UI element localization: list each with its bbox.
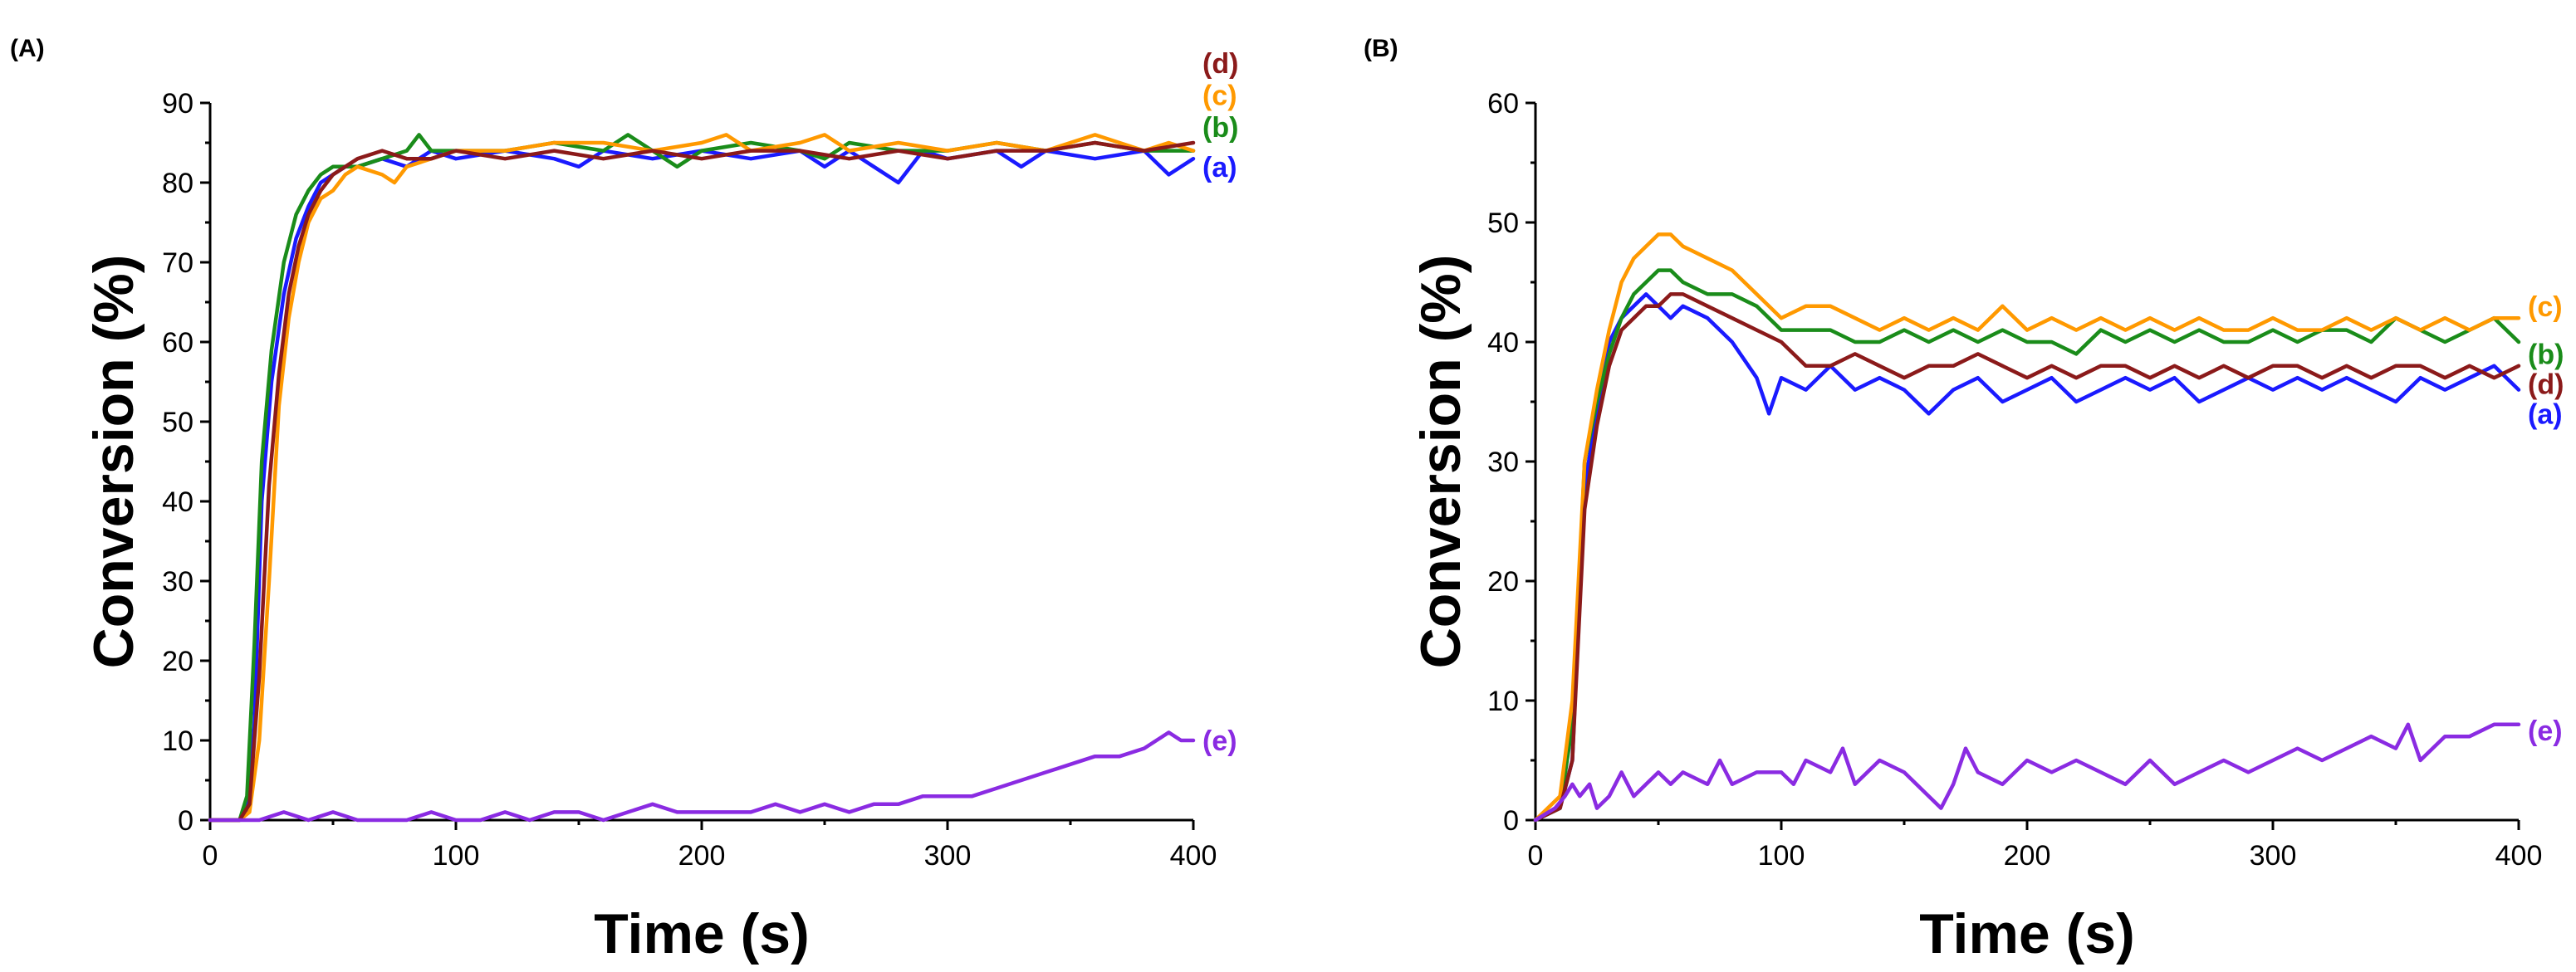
series-line-e bbox=[208, 730, 1196, 823]
x-axis-title: Time (s) bbox=[1919, 902, 2134, 965]
x-tick-label: 300 bbox=[924, 840, 972, 872]
x-tick-label: 300 bbox=[2250, 840, 2297, 872]
series-label-b: (b) bbox=[1202, 112, 1238, 144]
series-label-a: (a) bbox=[2528, 398, 2563, 430]
y-axis-title: Conversion (%) bbox=[82, 255, 145, 669]
y-tick-label: 40 bbox=[162, 486, 193, 518]
y-tick-label: 20 bbox=[1487, 566, 1519, 598]
series-label-b: (b) bbox=[2528, 339, 2564, 370]
x-axis-title: Time (s) bbox=[594, 902, 809, 965]
panel-label: (A) bbox=[10, 35, 45, 62]
x-tick-label: 100 bbox=[1758, 840, 1805, 872]
series-line-d bbox=[208, 140, 1196, 823]
x-tick-label: 200 bbox=[2004, 840, 2051, 872]
panel-label: (B) bbox=[1364, 35, 1398, 62]
x-tick-label: 0 bbox=[1528, 840, 1544, 872]
series-line-c bbox=[1533, 232, 2521, 823]
series-line-c bbox=[208, 133, 1196, 823]
series-label-c: (c) bbox=[1202, 80, 1237, 111]
y-tick-label: 30 bbox=[162, 566, 193, 598]
chart-panel-a: (A) 0 10 20 30 40 50 60 70 80 90 0 100 200 300 400 Time … bbox=[10, 35, 1238, 965]
y-tick-label: 50 bbox=[162, 407, 193, 438]
series-label-c: (c) bbox=[2528, 291, 2563, 323]
y-tick-label: 0 bbox=[1503, 805, 1519, 837]
series-label-a: (a) bbox=[1202, 152, 1237, 183]
chart-panel-b: (B) 0 10 20 30 40 50 60 0 100 200 300 400 Time (s) Con… bbox=[1364, 35, 2564, 965]
y-tick-label: 60 bbox=[1487, 88, 1519, 120]
x-tick-label: 400 bbox=[2495, 840, 2543, 872]
series-line-a bbox=[1533, 292, 2521, 823]
series-label-e: (e) bbox=[2528, 716, 2563, 747]
y-tick-label: 10 bbox=[1487, 686, 1519, 717]
y-tick-label: 20 bbox=[162, 646, 193, 677]
y-tick-label: 10 bbox=[162, 725, 193, 757]
y-tick-label: 30 bbox=[1487, 447, 1519, 478]
y-tick-label: 50 bbox=[1487, 208, 1519, 239]
series-label-e: (e) bbox=[1202, 725, 1237, 757]
series-label-d: (d) bbox=[2528, 369, 2564, 400]
y-tick-label: 60 bbox=[162, 327, 193, 359]
series-line-b bbox=[1533, 268, 2521, 823]
series-label-d: (d) bbox=[1202, 48, 1238, 80]
y-tick-label: 70 bbox=[162, 247, 193, 279]
x-tick-label: 0 bbox=[203, 840, 218, 872]
x-tick-label: 400 bbox=[1170, 840, 1217, 872]
y-tick-label: 40 bbox=[1487, 327, 1519, 359]
x-tick-label: 100 bbox=[433, 840, 480, 872]
series-line-b bbox=[208, 133, 1196, 823]
y-axis-title: Conversion (%) bbox=[1409, 255, 1472, 669]
y-tick-label: 90 bbox=[162, 88, 193, 120]
y-tick-label: 0 bbox=[178, 805, 193, 837]
series-line-a bbox=[208, 149, 1196, 823]
series-line-d bbox=[1533, 292, 2521, 823]
series-line-e bbox=[1533, 722, 2521, 823]
y-tick-label: 80 bbox=[162, 168, 193, 199]
x-tick-label: 200 bbox=[678, 840, 726, 872]
